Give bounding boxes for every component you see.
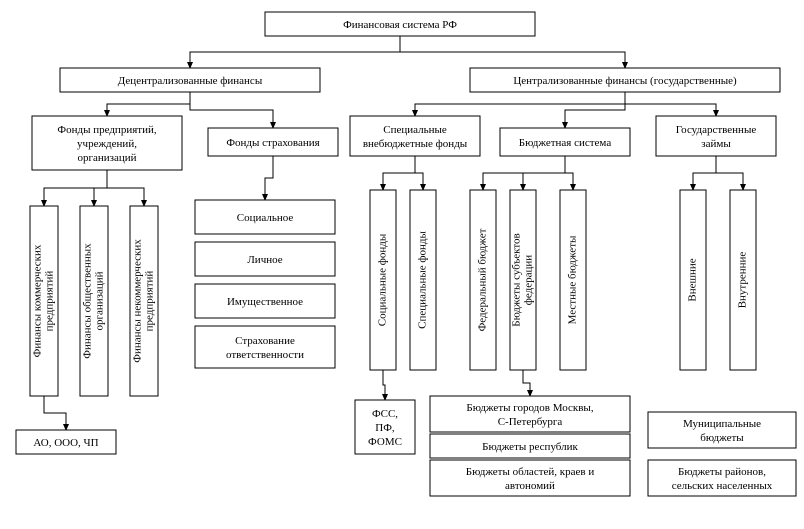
svg-text:сельских населенных: сельских населенных — [672, 480, 773, 492]
edge-centr-bs — [565, 92, 625, 128]
svg-text:Бюджеты субъектов: Бюджеты субъектов — [511, 233, 523, 326]
node-ins4: Страхование ответственности — [195, 326, 335, 368]
edge-centr-svb — [415, 92, 625, 116]
svg-text:Государственные: Государственные — [676, 124, 757, 136]
svg-text:Федеральный бюджет: Федеральный бюджет — [477, 228, 489, 331]
svg-text:ПФ,: ПФ, — [375, 422, 395, 434]
svg-text:Бюджеты районов,: Бюджеты районов, — [678, 466, 766, 478]
edge-fp-fp1 — [44, 170, 107, 206]
node-sf2: Специальные фонды — [410, 190, 436, 370]
node-fp1: Финансы коммерческихпредприятий — [30, 206, 58, 396]
svg-text:Социальные фонды: Социальные фонды — [377, 233, 389, 326]
node-ins3: Имущественное — [195, 284, 335, 318]
edge-fp-fp3 — [107, 170, 144, 206]
edge-gz-gz1 — [693, 156, 716, 190]
node-ao: АО, ООО, ЧП — [16, 430, 116, 454]
svg-text:Специальные фонды: Специальные фонды — [417, 231, 429, 329]
svg-text:автономий: автономий — [505, 480, 555, 492]
node-bsub1: Бюджеты городов Москвы, С-Петербурга — [430, 396, 630, 432]
svg-text:Финансы коммерческих: Финансы коммерческих — [32, 244, 44, 357]
svg-text:Централизованные финансы (госу: Централизованные финансы (государственны… — [513, 75, 737, 87]
svg-text:Личное: Личное — [247, 254, 282, 266]
svg-text:Финансы некоммерческих: Финансы некоммерческих — [132, 239, 144, 363]
svg-text:Фонды предприятий,: Фонды предприятий, — [57, 124, 156, 136]
svg-text:Внешние: Внешние — [687, 258, 699, 301]
edge-sf1-fss — [383, 370, 385, 400]
svg-text:организаций: организаций — [77, 152, 136, 164]
edge-fs-ins1 — [265, 156, 273, 200]
edge-gz-gz2 — [716, 156, 743, 190]
svg-text:организаций: организаций — [94, 271, 106, 330]
node-gz1: Внешние — [680, 190, 706, 370]
svg-text:Децентрализованные финансы: Децентрализованные финансы — [118, 75, 263, 87]
edge-root-decentr — [190, 36, 400, 68]
node-gz: Государственные займы — [656, 116, 776, 156]
node-bsub3: Бюджеты областей, краев и автономий — [430, 460, 630, 496]
diagram-canvas: Финансовая система РФ Децентрализованные … — [0, 0, 804, 529]
svg-text:Финансы общественных: Финансы общественных — [82, 243, 94, 359]
svg-text:федерации: федерации — [523, 255, 535, 305]
edge-svb-sf1 — [383, 156, 415, 190]
svg-text:Специальные: Специальные — [383, 124, 447, 136]
node-sf1: Социальные фонды — [370, 190, 396, 370]
svg-text:ФОМС: ФОМС — [368, 436, 402, 448]
svg-text:АО, ООО, ЧП: АО, ООО, ЧП — [33, 437, 98, 449]
edge-bs-bs1 — [483, 156, 565, 190]
svg-text:Финансовая система РФ: Финансовая система РФ — [343, 19, 457, 31]
edge-svb-sf2 — [415, 156, 423, 190]
edge-root-centr — [400, 36, 625, 68]
node-centr: Централизованные финансы (государственны… — [470, 68, 780, 92]
edge-decentr-fp — [107, 92, 190, 116]
svg-text:предприятий: предприятий — [44, 271, 56, 332]
node-svb: Специальные внебюджетные фонды — [350, 116, 480, 156]
svg-text:Внутренние: Внутренние — [737, 252, 749, 309]
edge-bs-bs3 — [565, 156, 573, 190]
node-fs: Фонды страхования — [208, 128, 338, 156]
edge-centr-gz — [625, 92, 716, 116]
node-ins1: Социальное — [195, 200, 335, 234]
node-ins2: Личное — [195, 242, 335, 276]
svg-text:Имущественное: Имущественное — [227, 296, 303, 308]
svg-text:Муниципальные: Муниципальные — [683, 418, 761, 430]
node-root: Финансовая система РФ — [265, 12, 535, 36]
svg-text:Фонды страхования: Фонды страхования — [226, 137, 319, 149]
svg-text:предприятий: предприятий — [144, 271, 156, 332]
svg-text:ответственности: ответственности — [226, 349, 304, 361]
edge-bs2-bsub1 — [523, 370, 530, 396]
svg-text:Социальное: Социальное — [237, 212, 294, 224]
node-gz2: Внутренние — [730, 190, 756, 370]
svg-text:Бюджеты республик: Бюджеты республик — [482, 441, 578, 453]
node-bsub2: Бюджеты республик — [430, 434, 630, 458]
svg-text:внебюджетные фонды: внебюджетные фонды — [363, 138, 468, 150]
svg-text:учреждений,: учреждений, — [77, 138, 137, 150]
svg-text:займы: займы — [701, 138, 731, 150]
node-mb: Муниципальные бюджеты — [648, 412, 796, 448]
node-bs3: Местные бюджеты — [560, 190, 586, 370]
edge-fp1-ao — [44, 396, 66, 430]
svg-text:Местные бюджеты: Местные бюджеты — [567, 235, 579, 324]
svg-text:Бюджеты областей, краев и: Бюджеты областей, краев и — [466, 466, 595, 478]
node-bs1: Федеральный бюджет — [470, 190, 496, 370]
node-bs2: Бюджеты субъектовфедерации — [510, 190, 536, 370]
edge-decentr-fs — [190, 92, 273, 128]
svg-text:С-Петербурга: С-Петербурга — [498, 416, 563, 428]
node-fp: Фонды предприятий, учреждений, организаций — [32, 116, 182, 170]
svg-text:Страхование: Страхование — [235, 335, 295, 347]
node-fp3: Финансы некоммерческихпредприятий — [130, 206, 158, 396]
node-br: Бюджеты районов, сельских населенных — [648, 460, 796, 496]
node-fp2: Финансы общественныхорганизаций — [80, 206, 108, 396]
svg-text:бюджеты: бюджеты — [700, 432, 744, 444]
svg-text:Бюджеты городов Москвы,: Бюджеты городов Москвы, — [466, 402, 593, 414]
node-bs: Бюджетная система — [500, 128, 630, 156]
svg-text:ФСС,: ФСС, — [372, 408, 398, 420]
node-fss: ФСС, ПФ, ФОМС — [355, 400, 415, 454]
svg-text:Бюджетная система: Бюджетная система — [519, 137, 612, 149]
node-decentr: Децентрализованные финансы — [60, 68, 320, 92]
